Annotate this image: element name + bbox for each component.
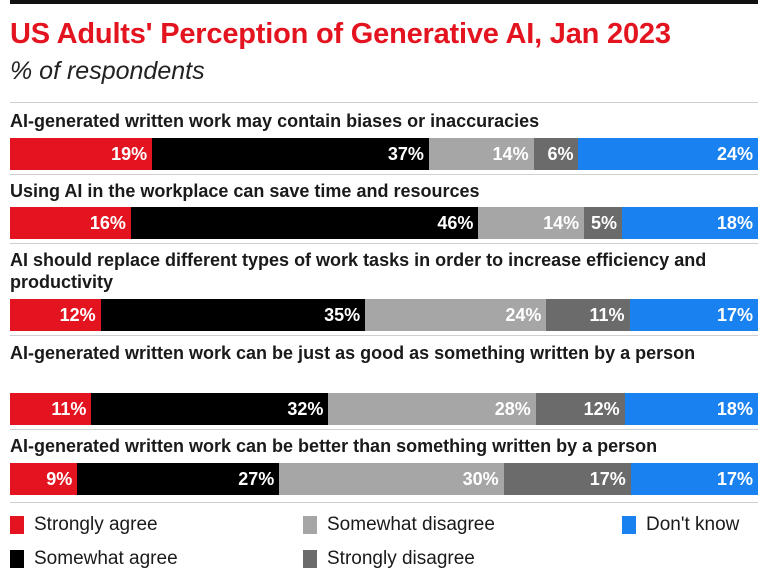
legend-item: Don't know	[622, 514, 739, 536]
chart-subtitle: % of respondents	[10, 57, 205, 85]
bar-row: 19% 37% 14% 6% 24%	[10, 138, 758, 170]
bar-segment: 24%	[578, 138, 758, 170]
bar-segment: 35%	[100, 299, 366, 331]
bar-segment: 9%	[10, 463, 78, 495]
legend-label: Somewhat disagree	[327, 514, 495, 535]
bar-segment: 32%	[91, 393, 329, 425]
row-divider	[10, 429, 758, 430]
bar-segment: 5%	[584, 207, 622, 239]
bar-segment: 17%	[630, 463, 758, 495]
legend-swatch	[303, 516, 317, 534]
legend-label: Don't know	[646, 514, 740, 535]
bar-segment: 28%	[328, 393, 536, 425]
bar-segment: 27%	[77, 463, 280, 495]
bar-segment: 14%	[428, 138, 534, 170]
bar-segment: 17%	[629, 299, 758, 331]
bar-segment: 46%	[130, 207, 479, 239]
legend-item: Strongly disagree	[303, 548, 475, 570]
legend-divider	[10, 502, 758, 503]
legend-swatch	[622, 516, 636, 534]
bar-row: 12% 35% 24% 11% 17%	[10, 299, 758, 331]
legend-label: Somewhat agree	[34, 548, 178, 569]
bar-segment: 16%	[10, 207, 131, 239]
top-bar	[10, 0, 758, 4]
bar-segment: 6%	[533, 138, 579, 170]
bar-row: 11% 32% 28% 12% 18%	[10, 393, 758, 425]
legend-label: Strongly agree	[34, 514, 158, 535]
legend-item: Somewhat agree	[10, 548, 178, 570]
bar-segment: 12%	[535, 393, 625, 425]
bar-segment: 17%	[503, 463, 631, 495]
row-divider	[10, 174, 758, 175]
legend-label: Strongly disagree	[327, 548, 475, 569]
legend-item: Strongly agree	[10, 514, 158, 536]
bar-segment: 14%	[478, 207, 585, 239]
bar-segment: 30%	[279, 463, 504, 495]
bar-segment: 18%	[621, 207, 758, 239]
bar-segment: 11%	[10, 393, 92, 425]
category-label: Using AI in the workplace can save time …	[10, 181, 480, 201]
bar-segment: 18%	[624, 393, 758, 425]
category-label: AI should replace different types of wor…	[10, 250, 707, 292]
legend-swatch	[303, 550, 317, 568]
legend-item: Somewhat disagree	[303, 514, 495, 536]
row-divider	[10, 335, 758, 336]
category-label: AI-generated written work can be better …	[10, 436, 658, 456]
bar-segment: 37%	[152, 138, 429, 170]
bar-segment: 24%	[365, 299, 547, 331]
row-divider	[10, 243, 758, 244]
chart-title: US Adults' Perception of Generative AI, …	[10, 18, 671, 50]
bar-segment: 12%	[10, 299, 101, 331]
category-label: AI-generated written work can be just as…	[10, 343, 696, 363]
legend-swatch	[10, 550, 24, 568]
bar-segment: 19%	[10, 138, 153, 170]
legend-swatch	[10, 516, 24, 534]
bar-row: 9% 27% 30% 17% 17%	[10, 463, 758, 495]
category-label: AI-generated written work may contain bi…	[10, 111, 540, 131]
bar-segment: 11%	[546, 299, 630, 331]
title-divider	[10, 102, 758, 103]
bar-row: 16% 46% 14% 5% 18%	[10, 207, 758, 239]
